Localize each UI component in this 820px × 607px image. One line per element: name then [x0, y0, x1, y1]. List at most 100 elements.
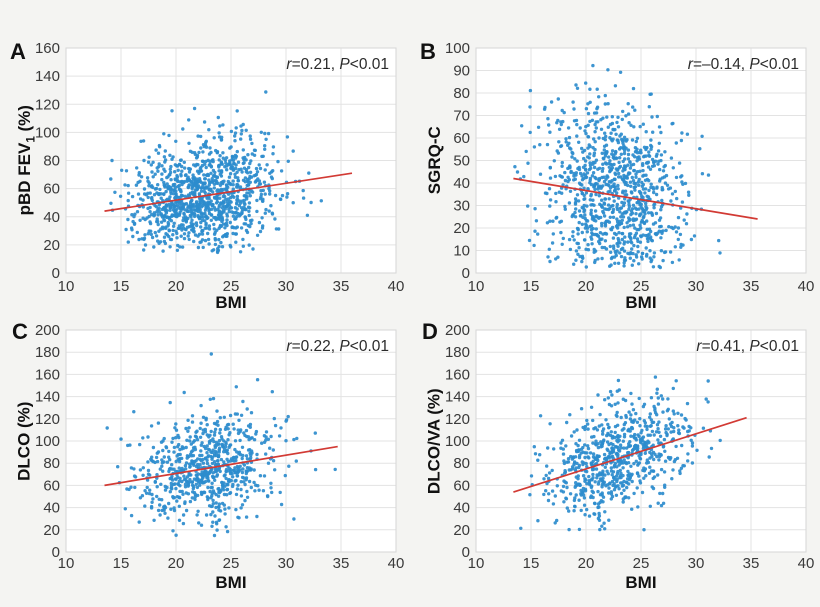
x-tick-label: 20 [168, 555, 185, 572]
plot-border [65, 329, 397, 553]
scatter-plot: 10 15 20 25 30 35 40 0 20 40 60 80 100 120 140 160 180 20… [35, 322, 405, 572]
scatter-points [513, 63, 722, 270]
x-tick-label: 40 [388, 555, 405, 572]
correlation-annotation: r=–0.14, P<0.01 [688, 56, 799, 73]
x-tick-label: 40 [798, 278, 815, 295]
x-axis-label: BMI [625, 293, 657, 312]
scatter-points [519, 375, 722, 532]
x-tick-label: 30 [688, 555, 705, 572]
y-axis-label: DLCO/VA (%) [424, 388, 444, 494]
x-tick-label: 30 [688, 278, 705, 295]
panel-b-label: B [420, 39, 436, 64]
y-tick-label: 80 [453, 85, 470, 102]
y-axis-label: SGRQ-C [424, 126, 444, 195]
y-tick-label: 100 [445, 40, 470, 57]
y-tick-label: 140 [35, 68, 60, 85]
y-tick-label: 80 [453, 455, 470, 472]
x-tick-label: 10 [58, 555, 75, 572]
panel-c-label: C [12, 319, 28, 344]
trend-line [104, 445, 338, 487]
x-tick-label: 40 [798, 555, 815, 572]
y-tick-label: 40 [453, 500, 470, 517]
y-tick-label: 160 [445, 366, 470, 383]
panel-b: B SGRQ-C 10 15 20 25 30 35 40 0 10 20 30 40 50 60 70 80… [410, 0, 820, 312]
x-tick-label: 25 [633, 278, 650, 295]
scatter-plot: 10 15 20 25 30 35 400102030405060708090100r=–0… [445, 40, 815, 295]
y-tick-label: 60 [453, 130, 470, 147]
y-tick-label: 200 [35, 322, 60, 339]
scatter-plot: 10 15 20 25 30 35 40 0 20 40 60 80 100 120 140 160 r=0.2… [35, 40, 405, 295]
y-tick-label: 160 [35, 366, 60, 383]
x-tick-label: 10 [58, 278, 75, 295]
y-tick-label: 20 [43, 522, 60, 539]
trend-line [513, 416, 747, 493]
x-tick-label: 35 [743, 278, 760, 295]
panel-d-label: D [422, 319, 438, 344]
y-tick-label: 0 [52, 544, 60, 561]
correlation-annotation: r=0.41, P<0.01 [696, 338, 799, 355]
y-tick-label: 90 [453, 63, 470, 80]
x-tick-label: 15 [113, 278, 130, 295]
x-axis-label: BMI [215, 293, 247, 312]
x-tick-label: 30 [278, 278, 295, 295]
y-tick-label: 180 [35, 344, 60, 361]
x-tick-label: 40 [388, 278, 405, 295]
y-tick-label: 120 [445, 411, 470, 428]
plot-border [65, 47, 397, 274]
y-tick-label: 10 [453, 243, 470, 260]
y-tick-label: 20 [453, 220, 470, 237]
panel-c: C DLCO (%) 10 15 20 25 30 35 40 0 20 40 60 80 100 120… [0, 312, 410, 607]
y-tick-label: 40 [43, 500, 60, 517]
scatter-plot: 10 15 20 25 30 35 40 0 20 40 60 80 100 120 140 160 180 20… [445, 322, 815, 572]
scatter-points [105, 352, 337, 538]
x-tick-label: 35 [333, 555, 350, 572]
panel-d: D DLCO/VA (%) 10 15 20 25 30 35 40 0 20 40 60 80 100… [410, 312, 820, 607]
y-tick-label: 0 [462, 265, 470, 282]
y-tick-label: 80 [43, 153, 60, 170]
y-tick-label: 40 [453, 175, 470, 192]
x-tick-label: 15 [523, 278, 540, 295]
y-tick-label: 60 [43, 181, 60, 198]
x-axis-label: BMI [625, 573, 657, 592]
panel-b-ylabel-wrap: SGRQ-C [410, 48, 462, 273]
x-tick-label: 35 [333, 278, 350, 295]
x-axis-label: BMI [215, 573, 247, 592]
panel-a-label: A [10, 39, 26, 64]
y-tick-label: 70 [453, 108, 470, 125]
x-tick-label: 20 [578, 555, 595, 572]
x-tick-label: 15 [523, 555, 540, 572]
plot-border [475, 329, 807, 553]
y-tick-label: 0 [52, 265, 60, 282]
y-tick-label: 60 [43, 477, 60, 494]
y-tick-label: 0 [462, 544, 470, 561]
y-tick-label: 160 [35, 40, 60, 57]
panel-c-ylabel-wrap: DLCO (%) [0, 330, 52, 552]
trend-line [104, 172, 353, 212]
plot-border [475, 47, 807, 274]
x-tick-label: 15 [113, 555, 130, 572]
y-tick-label: 20 [453, 522, 470, 539]
x-tick-label: 25 [223, 555, 240, 572]
y-tick-label: 40 [43, 209, 60, 226]
panel-d-ylabel-wrap: DLCO/VA (%) [410, 330, 462, 552]
x-tick-label: 30 [278, 555, 295, 572]
x-tick-label: 35 [743, 555, 760, 572]
y-tick-label: 120 [35, 411, 60, 428]
y-tick-label: 80 [43, 455, 60, 472]
gridlines [66, 330, 396, 552]
panel-a: A pBD FEV1 (%) 10 15 20 25 30 35 40 0 20 40 60 80 10… [0, 0, 410, 312]
x-tick-label: 20 [578, 278, 595, 295]
y-tick-label: 30 [453, 198, 470, 215]
y-tick-label: 50 [453, 153, 470, 170]
panel-a-ylabel-wrap: pBD FEV1 (%) [0, 48, 52, 273]
x-tick-label: 20 [168, 278, 185, 295]
y-tick-label: 140 [445, 389, 470, 406]
x-tick-label: 25 [633, 555, 650, 572]
y-tick-label: 120 [35, 96, 60, 113]
x-tick-label: 10 [468, 555, 485, 572]
y-tick-label: 100 [445, 433, 470, 450]
correlation-annotation: r=0.21, P<0.01 [286, 56, 389, 73]
trend-line [513, 177, 758, 220]
